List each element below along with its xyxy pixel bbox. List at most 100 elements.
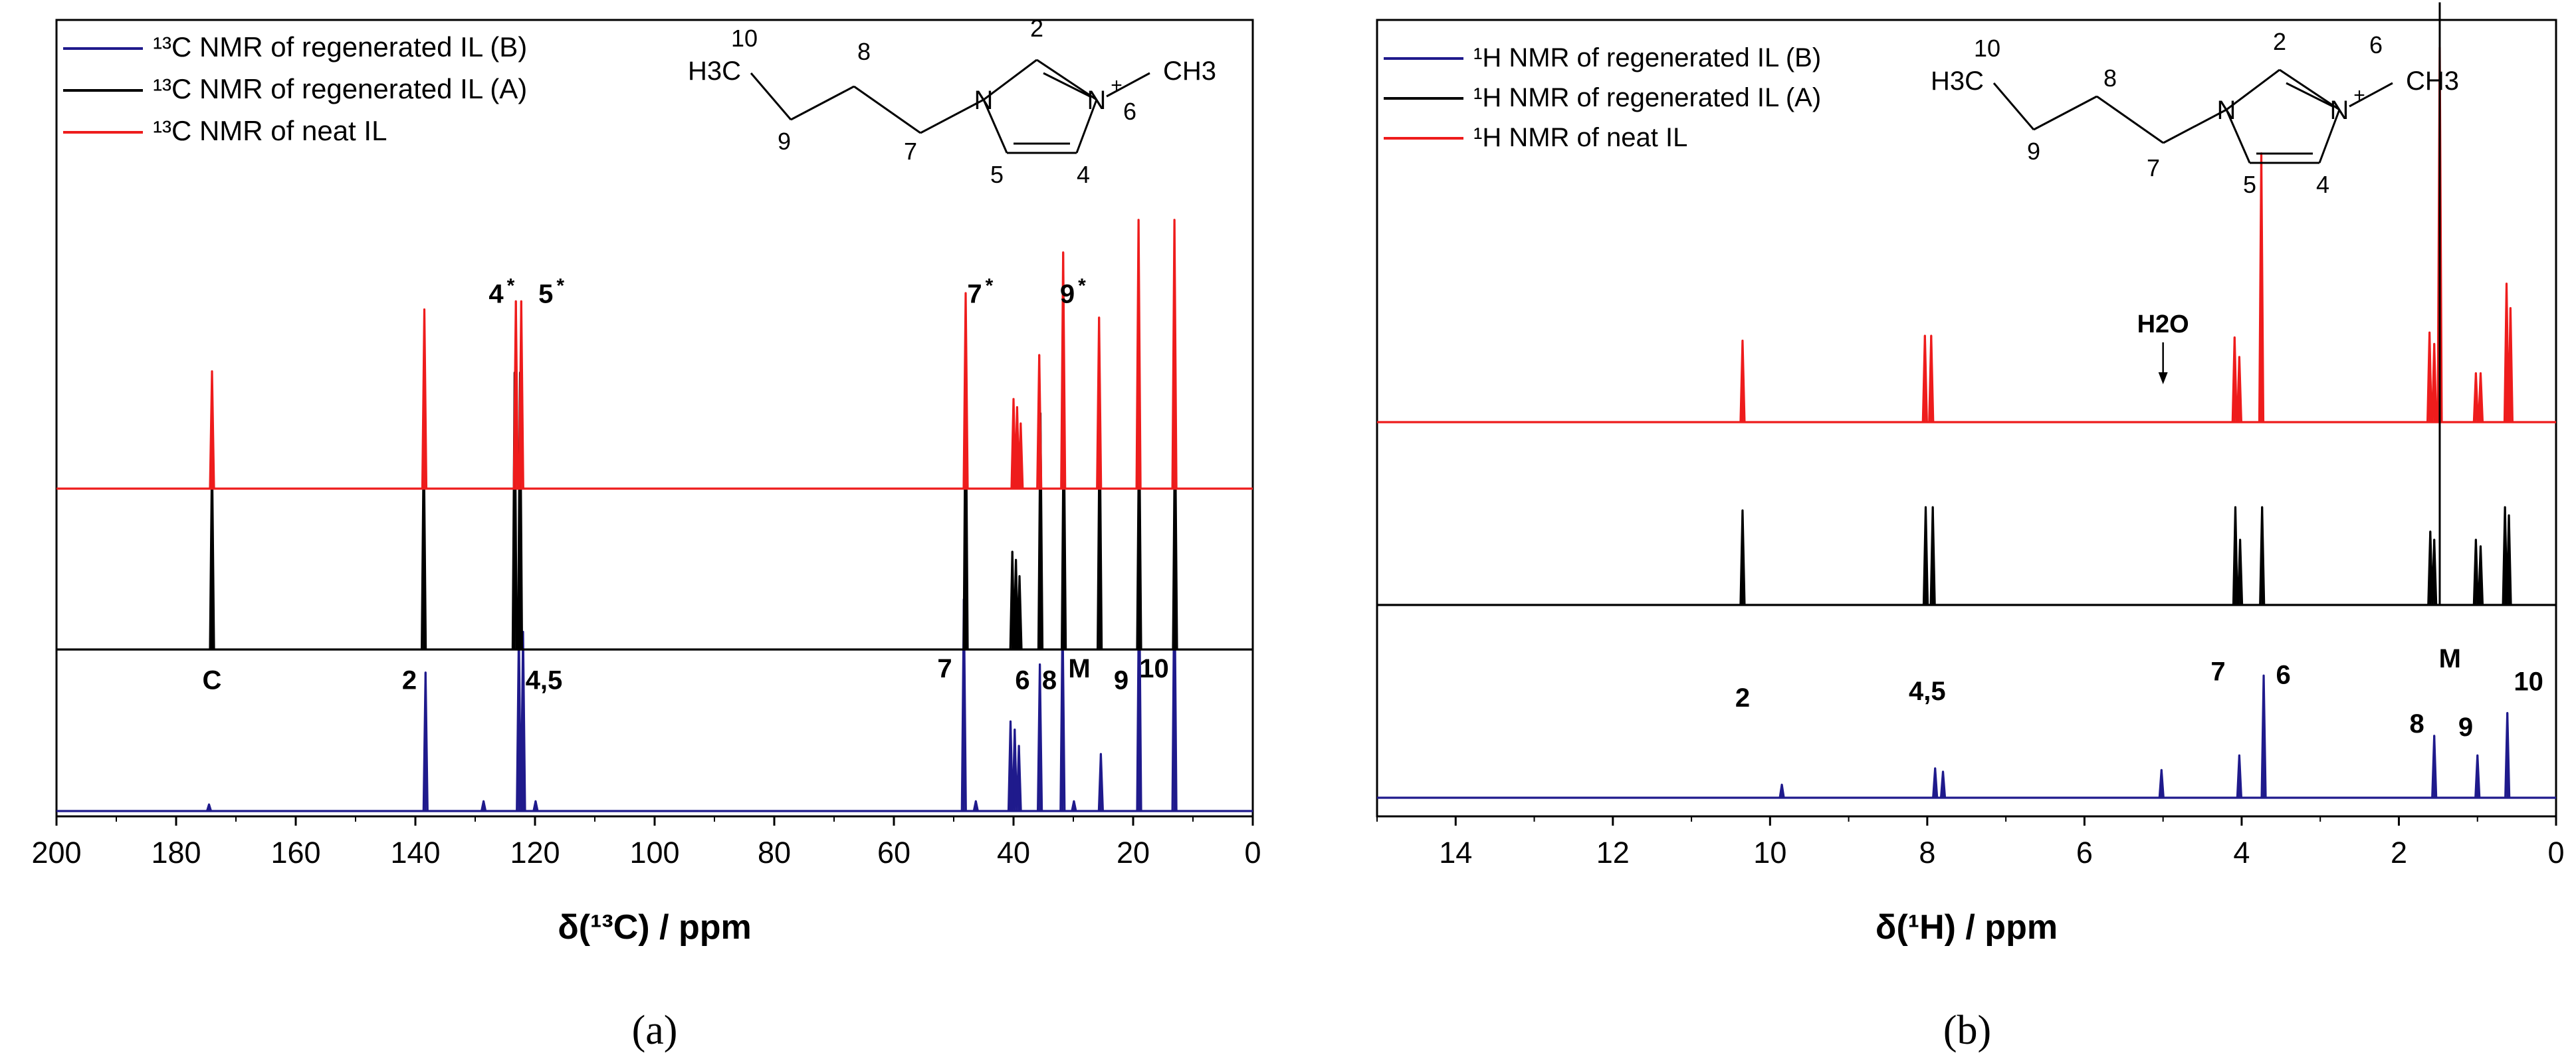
x-tick-label: 40 — [997, 836, 1030, 870]
structure-bond — [2225, 109, 2251, 164]
structure-bond — [1036, 59, 1097, 101]
x-tick-label: 80 — [758, 836, 791, 870]
structure-methyl-left: H3C — [1931, 66, 1984, 96]
structure-atom-number: 7 — [2147, 154, 2160, 181]
peak-label: 6 — [1015, 665, 1029, 695]
structure-bond — [2096, 95, 2164, 144]
spectrum-trace-1 — [56, 371, 1253, 651]
peak-label: 10 — [1139, 654, 1169, 683]
peak-label: 4,5 — [526, 665, 563, 695]
x-axis-label: δ(¹H) / ppm — [1876, 908, 2058, 947]
x-tick-label: 6 — [2076, 836, 2093, 870]
structure-atom-number: 10 — [1974, 35, 2000, 62]
structure-bond — [1992, 82, 2035, 130]
peak-label: 9 — [1060, 280, 1075, 309]
x-tick-label: 14 — [1439, 836, 1472, 870]
structure-bond — [2033, 95, 2097, 131]
peak-label-asterisk: * — [556, 275, 564, 297]
structure-atom-number: 10 — [731, 25, 758, 52]
panel-a-c13-nmr-chart: 200 180 160 140 120 100 80 60 40 20 0δ(¹³C) / ppm(… — [31, 15, 1261, 1053]
structure-bond — [2226, 68, 2280, 111]
peak-label: 7 — [967, 280, 982, 309]
peak-label: 6 — [2276, 661, 2290, 690]
structure-double-bond — [1043, 72, 1091, 98]
peak-label: 4,5 — [1909, 677, 1946, 706]
structure-atom-number: 9 — [778, 128, 791, 155]
structure-bond — [920, 98, 984, 134]
legend-entry: ¹³C NMR of neat IL — [153, 115, 387, 146]
plot-frame — [1376, 19, 2557, 818]
structure-atom-number: 7 — [904, 138, 917, 165]
peak-label-asterisk: * — [1078, 275, 1086, 297]
x-tick-label: 0 — [1244, 836, 1261, 870]
structure-atom-number: 4 — [2316, 171, 2329, 198]
peak-label-asterisk: * — [986, 275, 994, 297]
structure-atom-number: 6 — [2369, 31, 2383, 59]
x-tick-label: 12 — [1596, 836, 1630, 870]
structure-nitrogen-1: N — [2217, 96, 2236, 125]
structure-atom-number: 8 — [857, 38, 871, 65]
structure-bond — [2349, 82, 2393, 108]
x-tick-label: 10 — [1753, 836, 1786, 870]
spectrum-trace-2 — [56, 219, 1253, 490]
panel-label: (b) — [1943, 1008, 1991, 1053]
x-tick-label: 140 — [390, 836, 440, 870]
structure-methyl-right: CH3 — [1163, 57, 1216, 86]
structure-atom-number: 9 — [2027, 138, 2040, 165]
structure-atom-number: 4 — [1077, 161, 1090, 188]
legend-entry: ¹³C NMR of regenerated IL (B) — [153, 31, 527, 62]
x-tick-label: 100 — [629, 836, 679, 870]
x-tick-label: 8 — [1919, 836, 1935, 870]
water-peak-label: H2O — [2137, 310, 2189, 338]
legend-entry: ¹H NMR of neat IL — [1473, 123, 1687, 152]
x-axis-label: δ(¹³C) / ppm — [558, 908, 751, 947]
structure-bond — [790, 85, 855, 121]
structure-nitrogen-3: N — [2330, 96, 2349, 125]
peak-label: 8 — [2410, 709, 2424, 739]
x-tick-label: 200 — [31, 836, 81, 870]
structure-atom-number: 2 — [2273, 28, 2286, 55]
structure-bond — [983, 59, 1037, 101]
peak-label: 5 — [538, 280, 553, 309]
structure-bond — [2318, 109, 2341, 164]
peak-label: 8 — [1042, 665, 1057, 695]
x-tick-label: 0 — [2547, 836, 2564, 870]
legend-entry: ¹H NMR of regenerated IL (A) — [1473, 83, 1821, 112]
peak-label: 7 — [2210, 657, 2225, 687]
x-tick-label: 120 — [510, 836, 560, 870]
structure-atom-number: 5 — [2243, 171, 2256, 198]
structure-bond — [2163, 108, 2227, 144]
panel-label: (a) — [632, 1008, 678, 1053]
water-arrow-head — [2158, 372, 2168, 384]
peak-label: 2 — [1735, 683, 1750, 713]
structure-nitrogen-3: N — [1087, 86, 1107, 115]
structure-bond — [1106, 72, 1150, 98]
structure-nitrogen-1: N — [974, 86, 994, 115]
peak-label: 7 — [937, 654, 952, 683]
structure-charge: + — [2353, 84, 2365, 106]
peak-label-asterisk: * — [507, 275, 515, 297]
structure-bond — [853, 85, 921, 134]
spectrum-trace-1 — [1377, 506, 2556, 606]
structure-methyl-right: CH3 — [2406, 66, 2459, 96]
x-tick-label: 180 — [151, 836, 201, 870]
peak-label: 10 — [2514, 667, 2543, 696]
legend-entry: ¹³C NMR of regenerated IL (A) — [153, 73, 527, 104]
peak-label: 9 — [2458, 713, 2473, 742]
structure-atom-number: 5 — [990, 161, 1004, 188]
panel-b-h1-nmr-chart: 14 12 10 8 6 4 2 0 δ(¹H) / ppm (b) ¹H NMR of regen… — [1376, 2, 2565, 1053]
structure-bond — [1075, 99, 1098, 154]
structure-double-bond — [2286, 82, 2333, 108]
structure-atom-number: 2 — [1030, 15, 1043, 42]
structure-bond — [982, 99, 1008, 154]
x-tick-label: 60 — [877, 836, 911, 870]
peak-label: 9 — [1114, 665, 1128, 695]
peak-label: M — [1068, 654, 1090, 683]
structure-bond — [2279, 68, 2340, 111]
peak-label: 2 — [402, 665, 417, 695]
x-tick-label: 4 — [2233, 836, 2250, 870]
structure-atom-number: 6 — [1123, 98, 1136, 125]
x-tick-label: 2 — [2391, 836, 2407, 870]
